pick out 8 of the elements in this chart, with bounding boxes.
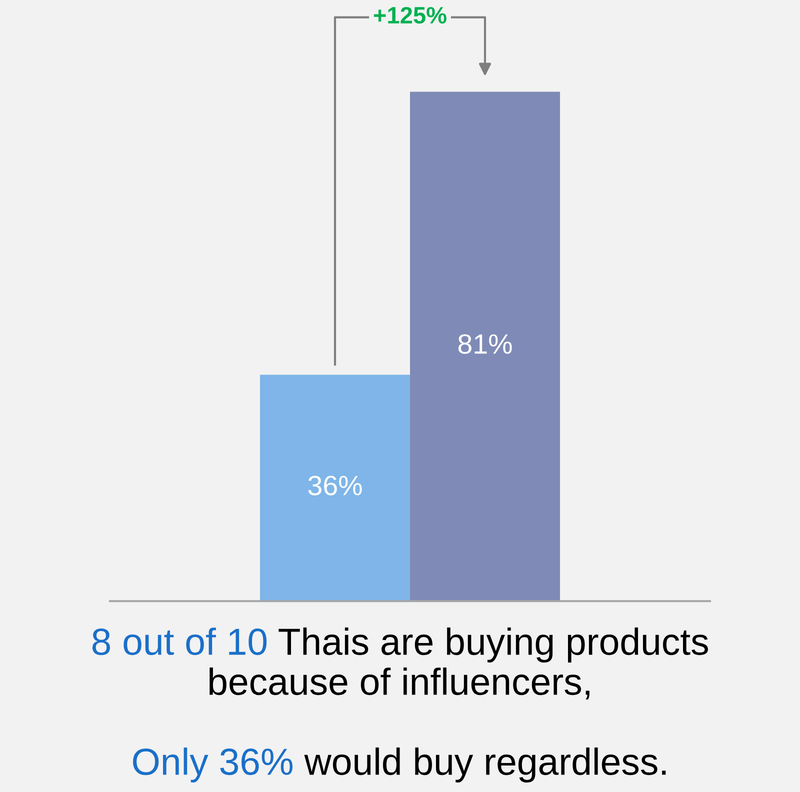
text: Only 36% xyxy=(133,748,292,782)
data-label: 36% xyxy=(308,476,362,496)
text: because of influencers, xyxy=(210,668,590,700)
text: 8 out of 10 xyxy=(92,628,267,656)
data-label: 81% xyxy=(458,334,512,354)
text: would buy regardless. xyxy=(304,748,666,782)
text: Thais are buying products xyxy=(278,628,708,662)
text: +125% xyxy=(374,6,446,24)
